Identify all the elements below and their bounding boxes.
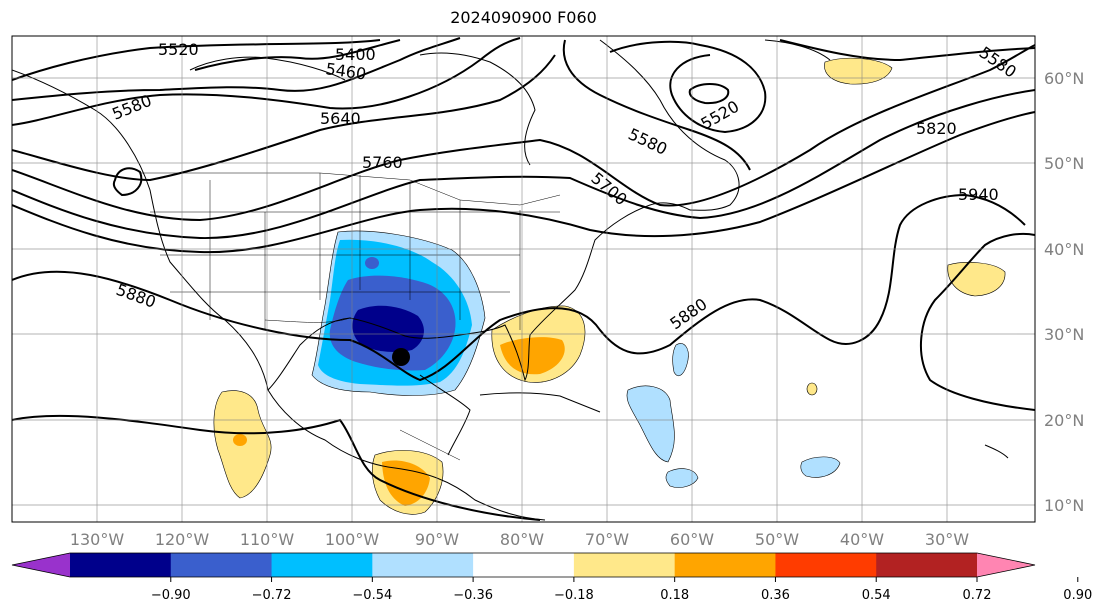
lat-label: 50°N [1044, 154, 1084, 173]
positive-anomaly-se-us-core [500, 337, 565, 375]
colorbar-segment [372, 553, 474, 577]
colorbar-tick-label: −0.72 [252, 588, 292, 603]
political-borders [140, 172, 561, 461]
colorbar-outline [11, 552, 1036, 578]
lon-label: 40°W [840, 530, 884, 549]
lon-label: 110°W [240, 530, 295, 549]
lon-label: 60°W [670, 530, 714, 549]
colorbar-tick-label: −0.54 [352, 588, 392, 603]
negative-anomaly-extreme [352, 305, 424, 353]
colorbar-tick-label: 0.90 [1063, 588, 1092, 603]
colorbar: −0.90 −0.72 −0.54 −0.36 −0.18 0.18 0.36 0.54 0.7… [11, 552, 1092, 603]
lon-label: 50°W [755, 530, 799, 549]
negative-anomaly-atlantic-2 [672, 343, 689, 376]
colorbar-segment [775, 553, 877, 577]
negative-anomaly-atlantic-3 [800, 456, 841, 478]
map-background [12, 36, 1035, 522]
lat-label: 30°N [1044, 325, 1084, 344]
colorbar-tick-label: −0.18 [554, 588, 594, 603]
latitude-labels: 60°N 50°N 40°N 30°N 20°N 10°N [1044, 69, 1084, 515]
lat-label: 10°N [1044, 496, 1084, 515]
map-frame [11, 35, 1036, 523]
lon-label: 30°W [925, 530, 969, 549]
longitude-labels: 130°W 120°W 110°W 100°W 90°W 80°W 70°W 6… [70, 530, 969, 549]
lat-label: 40°N [1044, 240, 1084, 259]
colorbar-segment [674, 553, 776, 577]
graticule [12, 36, 1035, 522]
positive-anomaly-north-atlantic [824, 57, 893, 85]
lat-label: 60°N [1044, 69, 1084, 88]
lon-label: 80°W [500, 530, 544, 549]
colorbar-tick-label: 0.72 [963, 588, 992, 603]
colorbar-segment [876, 553, 978, 577]
colorbar-segment [271, 553, 373, 577]
colorbar-segment [170, 553, 273, 577]
lon-label: 100°W [325, 530, 380, 549]
storm-center-dot [392, 348, 410, 366]
colorbar-segment [70, 553, 172, 577]
lon-label: 120°W [155, 530, 210, 549]
contour-label: 5760 [362, 153, 403, 172]
colorbar-tick-label: −0.36 [453, 588, 493, 603]
contour-label: 5640 [320, 109, 361, 128]
contour-label: 5940 [958, 185, 999, 204]
colorbar-segment [573, 553, 676, 577]
lon-label: 90°W [415, 530, 459, 549]
colorbar-tick-label: 0.18 [660, 588, 689, 603]
negative-anomaly-atlantic-4 [665, 468, 699, 488]
colorbar-tick-label: 0.36 [761, 588, 790, 603]
contour-label: 5820 [916, 119, 957, 138]
map-title: 2024090900 F060 [450, 8, 597, 27]
height-contours [12, 37, 1035, 521]
lon-label: 130°W [70, 530, 125, 549]
negative-anomaly-atlantic-1 [626, 385, 675, 463]
colorbar-segment [473, 553, 575, 577]
colorbar-extend-low [12, 553, 70, 577]
contour-label: 5520 [158, 40, 199, 59]
contour-label: 5400 [335, 45, 376, 64]
colorbar-tick-label: 0.54 [862, 588, 891, 603]
colorbar-tick-label: −0.90 [151, 588, 191, 603]
lat-label: 20°N [1044, 411, 1084, 430]
colorbar-extend-high [977, 553, 1035, 577]
anomaly-shading [213, 57, 1006, 515]
lon-label: 70°W [585, 530, 629, 549]
